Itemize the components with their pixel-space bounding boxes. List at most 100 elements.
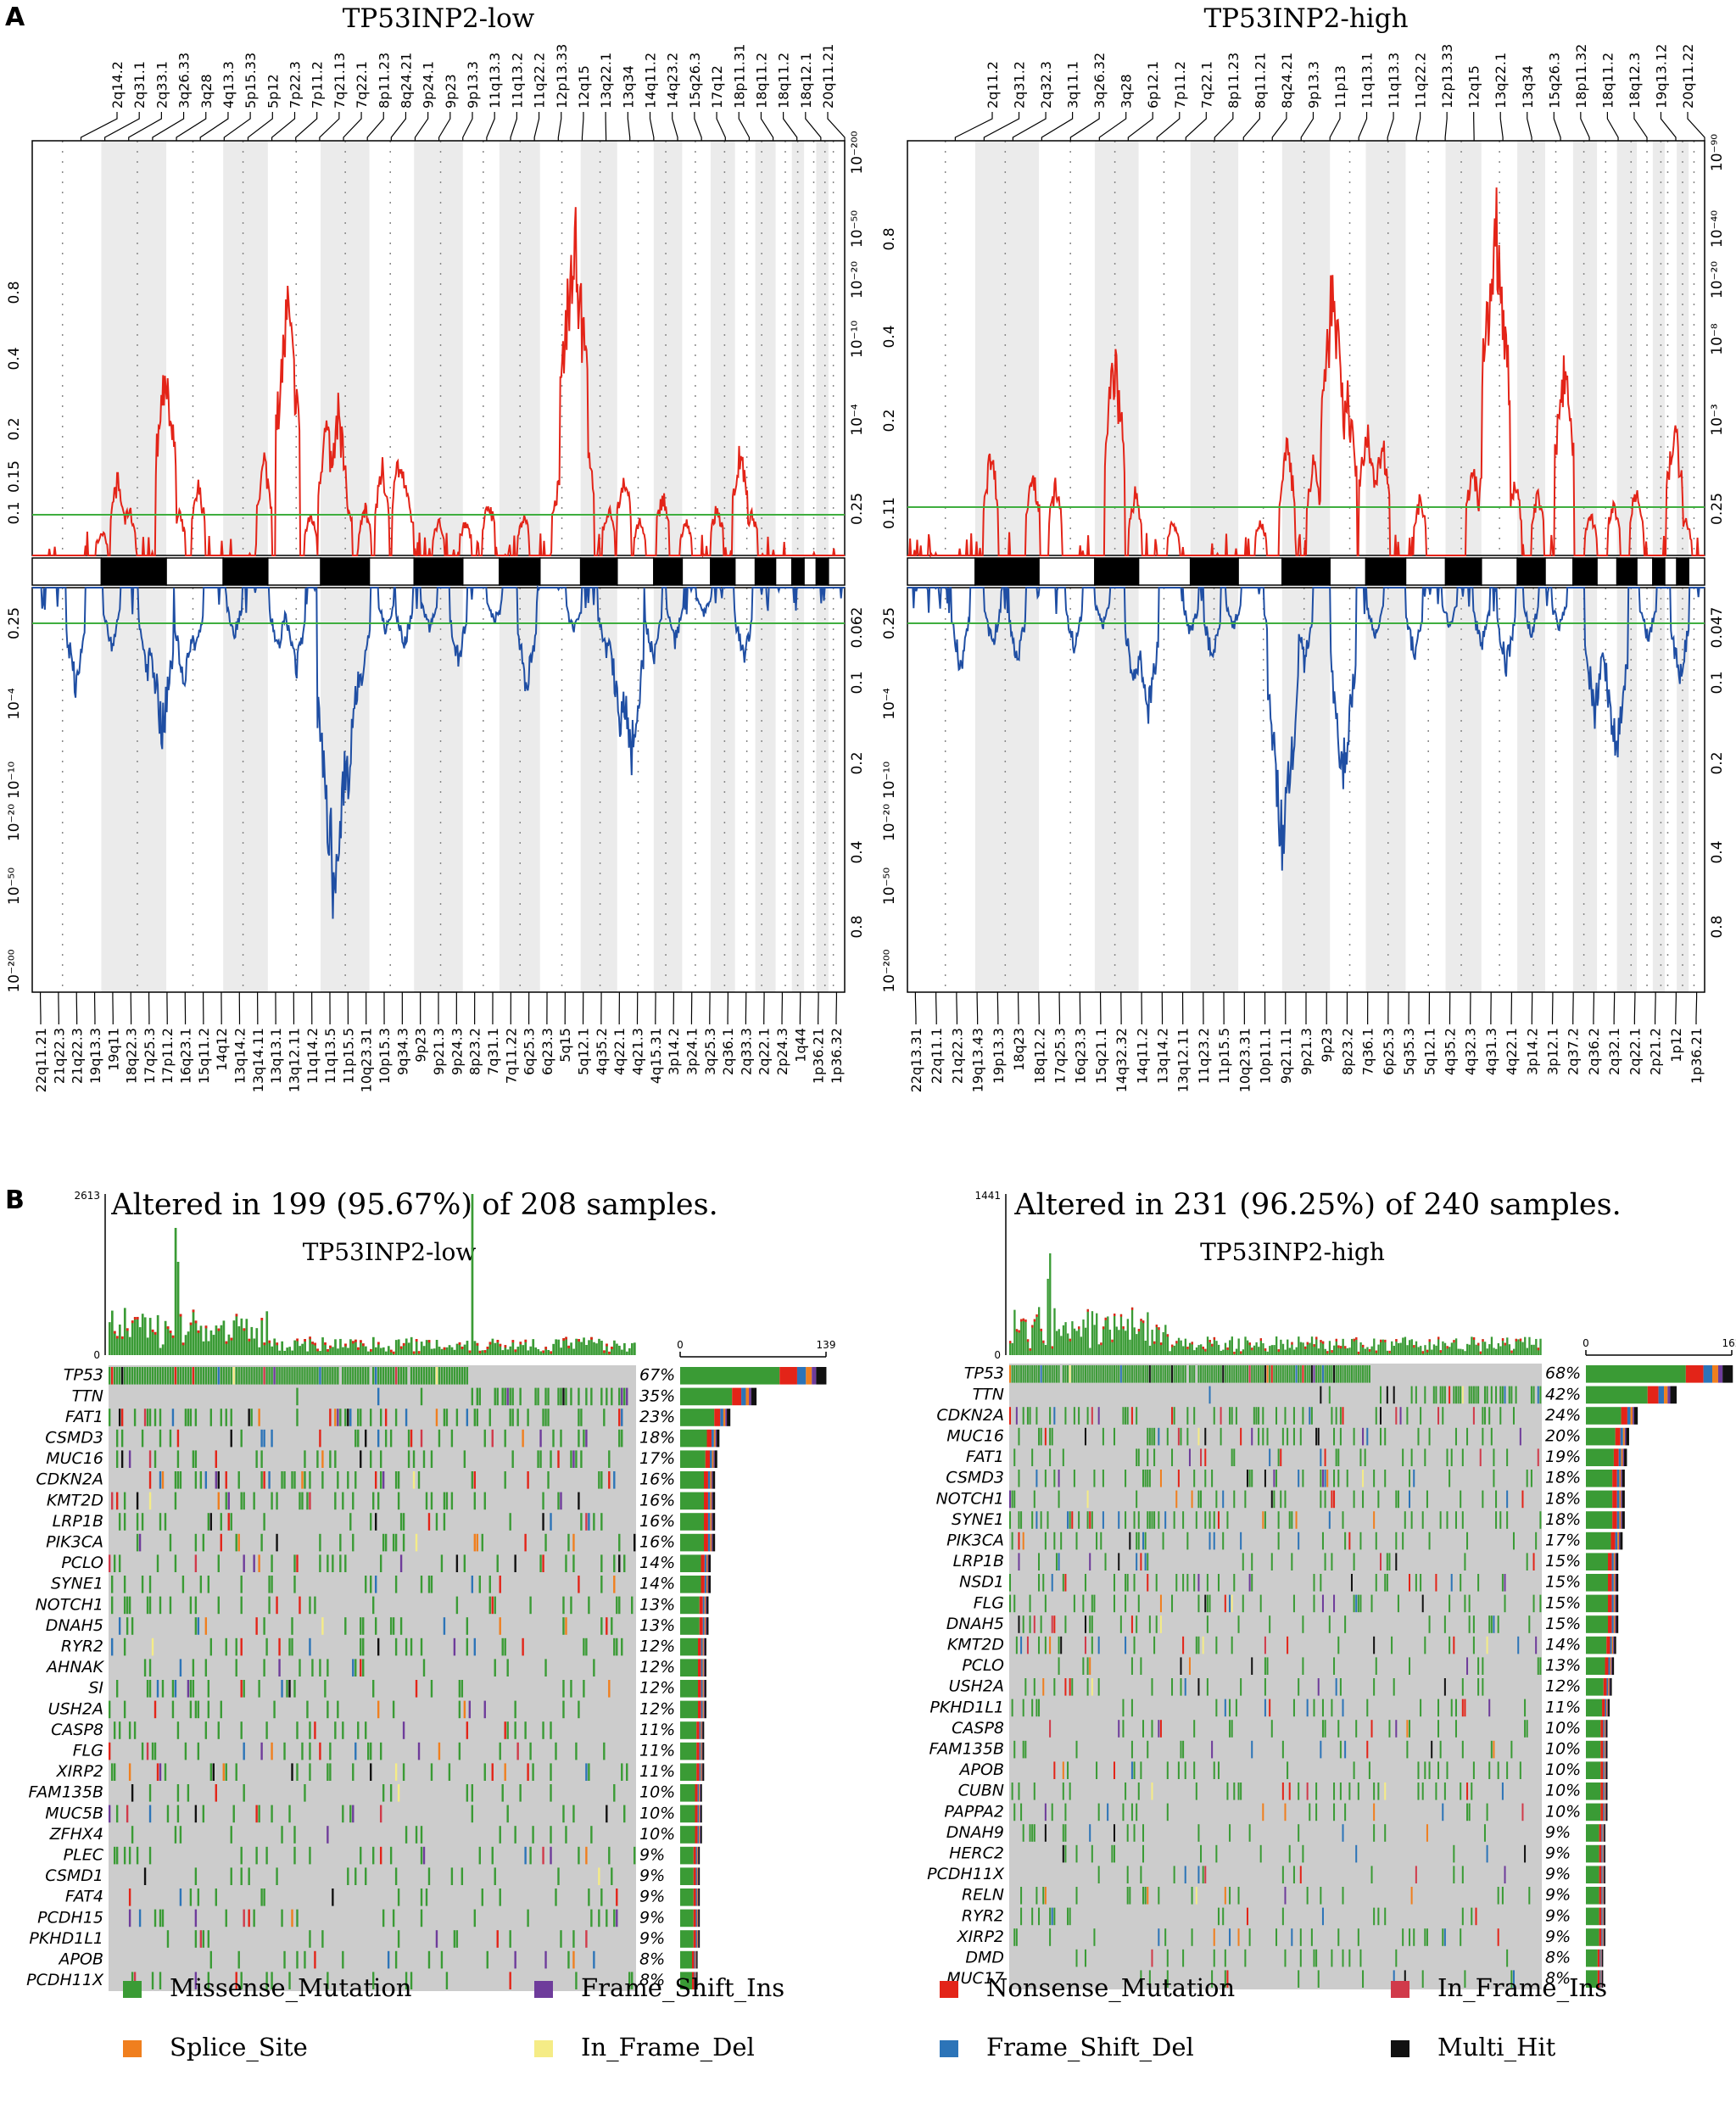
count-bar-segment xyxy=(680,1930,694,1948)
mutation-cell xyxy=(118,1617,121,1635)
mutation-cell xyxy=(194,1700,198,1719)
mutation-cell xyxy=(1284,1490,1287,1509)
mutation-cell xyxy=(560,1429,562,1448)
gene-label: KMT2D xyxy=(47,1491,103,1509)
mutation-cell xyxy=(1471,1907,1473,1926)
mutation-cell xyxy=(1229,1407,1231,1425)
mutation-cell xyxy=(1071,1365,1074,1383)
mutation-cell xyxy=(109,1805,111,1823)
count-bar-segment xyxy=(1622,1427,1625,1446)
mutation-cell xyxy=(260,1888,263,1906)
count-bar-segment xyxy=(693,1846,696,1865)
mutation-cell xyxy=(473,1409,477,1426)
mutation-cell xyxy=(309,1930,311,1948)
mutation-cell xyxy=(483,1492,486,1510)
mutation-cell xyxy=(1495,1490,1498,1509)
cytoband-leader xyxy=(152,112,185,141)
mutation-cell xyxy=(109,1554,111,1572)
mutation-cell xyxy=(565,1617,567,1635)
mutation-cell xyxy=(394,1576,398,1593)
mutation-cell xyxy=(243,1909,245,1928)
mutation-cell xyxy=(1091,1844,1093,1863)
mutation-cell xyxy=(1331,1949,1333,1967)
mutation-cell xyxy=(430,1450,433,1468)
tmb-bar xyxy=(1026,1339,1030,1355)
cytoband-bottom-label: 2p24.3 xyxy=(774,1028,790,1075)
legend-label: In_Frame_Ins xyxy=(1437,1973,1607,2003)
mutation-cell xyxy=(1328,1615,1331,1633)
mutation-cell xyxy=(1275,1407,1278,1425)
tmb-bar xyxy=(1071,1321,1074,1355)
mutation-cell xyxy=(606,1387,608,1406)
tmb-bar xyxy=(1251,1347,1253,1355)
mutation-cell xyxy=(171,1409,175,1426)
mutation-cell xyxy=(110,1367,114,1385)
tmb-bar xyxy=(1033,1319,1036,1355)
mutation-cell xyxy=(109,1409,111,1426)
tmb-bar-cap xyxy=(468,1350,472,1353)
mutation-cell xyxy=(263,1888,265,1906)
mutation-cell xyxy=(438,1742,441,1760)
mutation-cell xyxy=(557,1450,560,1468)
mutation-cell xyxy=(394,1950,398,1969)
mutation-cell xyxy=(565,1387,567,1406)
mutation-cell xyxy=(1454,1386,1457,1404)
tmb-bar-cap xyxy=(1078,1326,1080,1330)
mutation-cell xyxy=(248,1367,250,1385)
mutation-cell xyxy=(1011,1490,1013,1509)
tmb-bar xyxy=(1521,1342,1524,1355)
mutation-cell xyxy=(293,1846,296,1865)
mutation-cell xyxy=(514,1950,516,1969)
mutation-cell xyxy=(1051,1427,1053,1446)
mutation-cell xyxy=(176,1450,180,1468)
mutation-cell xyxy=(1333,1365,1336,1383)
mutation-cell xyxy=(1521,1490,1524,1509)
mutation-cell xyxy=(1171,1678,1174,1696)
mutation-cell xyxy=(1018,1531,1020,1550)
cytoband-bottom-label: 1p12 xyxy=(1668,1028,1684,1063)
mutation-cell xyxy=(1084,1615,1086,1633)
mutation-cell xyxy=(488,1576,491,1593)
mutation-cell xyxy=(611,1617,613,1635)
mutation-cell xyxy=(1188,1365,1191,1383)
mutation-cell xyxy=(1366,1365,1369,1383)
tmb-bar-cap xyxy=(1515,1338,1517,1342)
tmb-bar xyxy=(616,1343,618,1355)
cytoband-leader xyxy=(295,112,318,141)
tmb-bar-cap xyxy=(1357,1351,1360,1354)
band-shade xyxy=(414,141,463,555)
mutation-cell xyxy=(349,1367,352,1385)
mutation-cell xyxy=(1182,1740,1185,1759)
mutation-cell xyxy=(410,1972,413,1989)
mutation-cell xyxy=(296,1909,299,1928)
mutation-cell xyxy=(1461,1907,1464,1926)
legend-item: Frame_Shift_Ins xyxy=(534,1973,784,2003)
mutation-cell xyxy=(1417,1761,1420,1779)
mutation-cell xyxy=(1113,1365,1115,1383)
tmb-bar xyxy=(1528,1336,1531,1355)
amp-right-tick: 10⁻²⁰⁰ xyxy=(849,131,866,174)
mutation-cell xyxy=(1102,1470,1104,1487)
mutation-cell xyxy=(1539,1594,1542,1613)
gene-percent: 9% xyxy=(639,1888,665,1906)
tmb-bar xyxy=(146,1337,149,1355)
mutation-cell xyxy=(1096,1365,1098,1383)
count-bar-segment xyxy=(1586,1782,1601,1800)
mutation-cell xyxy=(123,1513,126,1531)
mutation-cell xyxy=(1213,1407,1215,1425)
mutation-cell xyxy=(1049,1928,1052,1946)
count-bar-segment xyxy=(1624,1448,1627,1466)
mutation-cell xyxy=(506,1721,509,1739)
mutation-cell xyxy=(1040,1615,1042,1633)
tmb-bar xyxy=(164,1320,167,1355)
mutation-cell xyxy=(265,1367,268,1385)
gene-label: PKHD1L1 xyxy=(929,1698,1004,1716)
mutation-cell xyxy=(374,1367,377,1385)
mutation-cell xyxy=(1140,1553,1142,1570)
mutation-cell xyxy=(1193,1365,1196,1383)
cytoband-bottom-label: 2q36.1 xyxy=(720,1028,736,1075)
tmb-bar xyxy=(501,1350,505,1355)
tmb-bar xyxy=(1504,1342,1506,1355)
cytoband-bottom-label: 1p36.21 xyxy=(1689,1028,1705,1084)
mutation-cell xyxy=(352,1659,354,1676)
